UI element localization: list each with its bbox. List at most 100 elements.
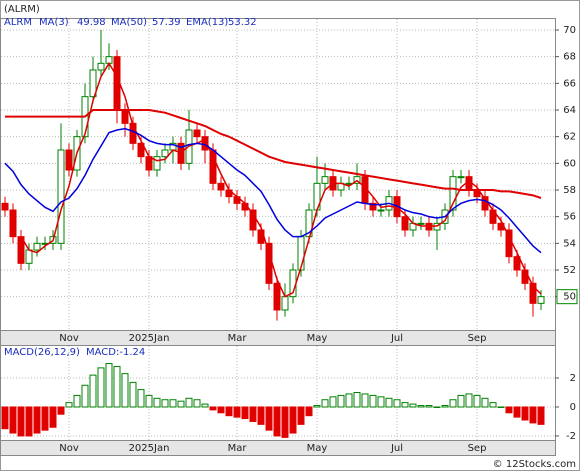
y-tick-label: 58: [563, 185, 576, 196]
candle-body: [25, 249, 33, 264]
macd-bar: [265, 406, 273, 431]
y-tick-label: 60: [563, 158, 576, 169]
candle-body: [513, 256, 521, 271]
y-tick-label: 68: [563, 52, 576, 63]
macd-bar: [73, 394, 81, 408]
macd-bar: [361, 393, 369, 408]
candle-body: [153, 156, 161, 171]
y-tick-label: 54: [563, 238, 576, 249]
x-tick-label: 2025Jan: [129, 333, 170, 344]
macd-bar: [17, 406, 25, 437]
legend: ALRM MA(3) 49.98 MA(50) 57.39 EMA(13) 53…: [4, 17, 257, 358]
macd-bar: [65, 402, 73, 408]
candle-body: [217, 182, 225, 191]
macd-bar: [57, 406, 65, 415]
macd-bar: [529, 406, 537, 424]
legend-name: EMA(13): [186, 17, 228, 28]
macd-bar: [201, 403, 209, 408]
candle-body: [537, 296, 545, 304]
macd-label: MACD:-1.24: [86, 347, 145, 358]
candle-body: [97, 62, 105, 71]
macd-bar: [281, 406, 289, 438]
macd-bar: [33, 406, 41, 434]
macd-bar: [97, 367, 105, 408]
chart-title: (ALRM): [4, 4, 40, 15]
x-tick-label: Sep: [468, 443, 487, 454]
price-box: [556, 289, 578, 305]
macd-bar: [393, 399, 401, 408]
y-tick-label: -2: [566, 431, 576, 442]
line-series: [5, 109, 542, 199]
macd-bar: [513, 406, 521, 418]
candle-body: [369, 202, 377, 211]
y-tick-label: 52: [563, 265, 576, 276]
y-tick-label: 66: [563, 78, 576, 89]
macd-bar: [321, 399, 329, 408]
candle-body: [89, 69, 97, 98]
candle-body: [401, 216, 409, 231]
macd-bar: [449, 399, 457, 408]
candle-body: [457, 176, 465, 179]
x-tick-label: Jul: [390, 333, 403, 344]
macd-bar: [457, 394, 465, 408]
x-tick-label: Mar: [228, 333, 248, 344]
macd-bar: [329, 396, 337, 408]
macd-bar: [465, 393, 473, 408]
macd-bar: [441, 405, 449, 408]
macd-bar: [289, 406, 297, 434]
candle-body: [265, 242, 273, 284]
macd-bar: [377, 396, 385, 408]
macd-bar: [369, 394, 377, 408]
candle-body: [273, 282, 281, 311]
candle-body: [417, 222, 425, 225]
candle-body: [321, 176, 329, 184]
macd-bar: [257, 406, 265, 425]
macd-bar: [537, 406, 545, 425]
macd-bar: [481, 397, 489, 408]
macd-bar: [49, 406, 57, 428]
line-series: [4, 127, 542, 254]
macd-bar: [521, 406, 529, 421]
date-strip: [0, 440, 556, 456]
macd-bar: [233, 406, 241, 418]
macd-bar: [417, 405, 425, 408]
x-tick-label: Sep: [468, 333, 487, 344]
y-tick-label: 0: [570, 402, 576, 413]
macd-bar: [273, 406, 281, 437]
macd-bar: [121, 373, 129, 408]
macd-bar: [81, 384, 89, 408]
macd-bar: [193, 399, 201, 408]
macd-bar: [297, 406, 305, 425]
candle-body: [521, 269, 529, 284]
candle-body: [449, 176, 457, 211]
candle-body: [529, 282, 537, 304]
candle-body: [145, 156, 153, 171]
legend-name: MA(50): [111, 17, 147, 28]
candle-body: [281, 296, 289, 311]
y-tick-label: 70: [563, 25, 576, 36]
legend-value: 57.39: [152, 17, 181, 28]
macd-bar: [249, 406, 257, 422]
x-tick-label: May: [307, 333, 328, 344]
macd-bar: [433, 406, 441, 408]
candle-body: [377, 209, 385, 212]
candle-body: [121, 109, 129, 124]
macd-bar: [169, 399, 177, 408]
macd-bar: [9, 406, 17, 434]
macd-bar: [1, 406, 9, 430]
y-tick-label: 64: [563, 105, 576, 116]
macd-bar: [241, 406, 249, 420]
macd-bar: [41, 406, 49, 431]
macd-bar: [105, 363, 113, 408]
macd-bar: [409, 403, 417, 408]
macd-bar: [217, 406, 225, 414]
macd-bar: [137, 389, 145, 408]
macd-bar: [489, 402, 497, 408]
macd-bar: [177, 400, 185, 408]
macd-bar: [337, 394, 345, 408]
candle-body: [1, 202, 9, 211]
candle-body: [9, 209, 17, 238]
macd-bar: [225, 406, 233, 417]
x-tick-label: 2025Jan: [129, 443, 170, 454]
